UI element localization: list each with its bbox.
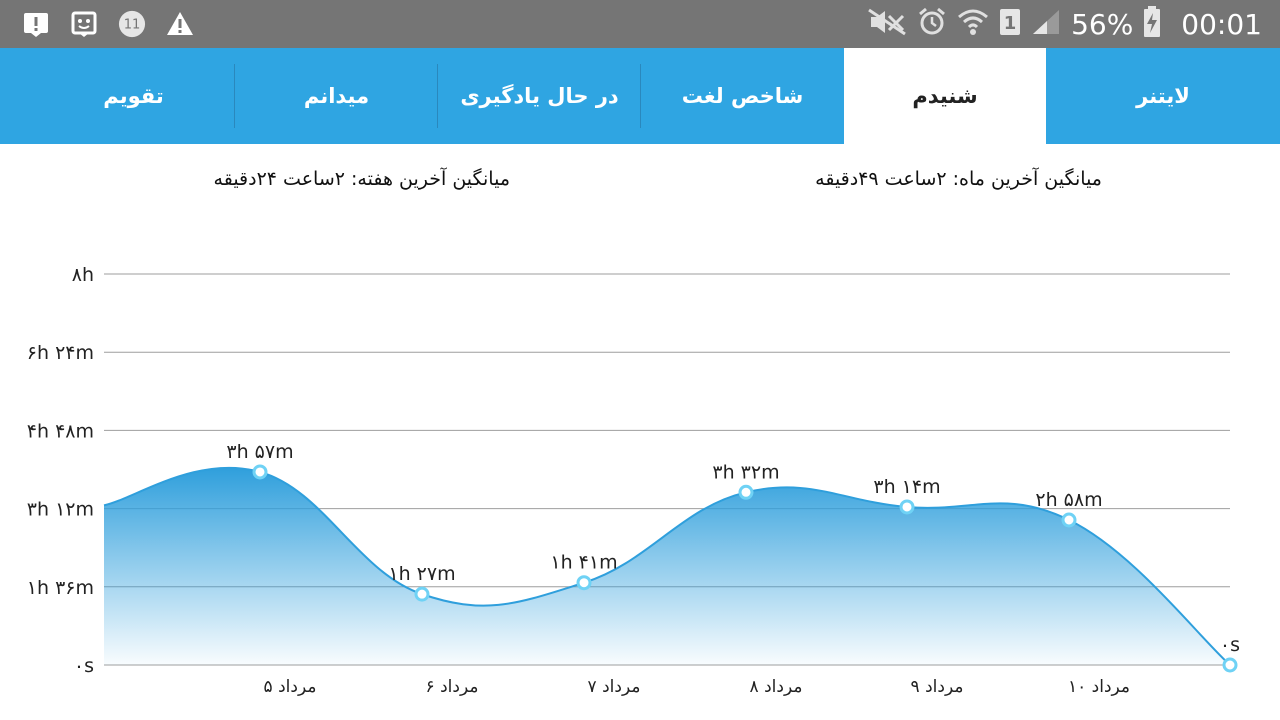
- data-point: [1061, 512, 1077, 528]
- x-tick-label: ۶ مرداد: [426, 677, 479, 697]
- alarm-icon: [917, 7, 947, 41]
- image-notification-icon: [70, 10, 98, 38]
- x-axis-ticks: ۵ مرداد ۶ مرداد ۷ مرداد ۸ مرداد ۹ مرداد ۱۰ مر…: [264, 677, 1130, 697]
- x-tick-label: ۷ مرداد: [588, 677, 641, 697]
- y-tick-label: ۱h ۳۶m: [27, 577, 94, 599]
- tab-heard[interactable]: شنیدم: [844, 48, 1046, 144]
- data-point: [576, 575, 592, 591]
- mute-icon: [867, 8, 907, 40]
- tab-calendar[interactable]: تقویم: [103, 84, 164, 108]
- data-label: ۳h ۳۲m: [712, 461, 779, 483]
- notification-count-icon: 11: [118, 10, 146, 38]
- tab-leitner[interactable]: لایتنر: [1136, 84, 1190, 108]
- y-tick-label: ۶h ۲۴m: [27, 342, 94, 364]
- y-axis-ticks: ۰s ۱h ۳۶m ۳h ۱۲m ۴h ۴۸m ۶h ۲۴m ۸h: [27, 264, 94, 677]
- status-bar-right: 1 56% 00:01: [867, 0, 1262, 48]
- tab-divider: [234, 64, 235, 128]
- svg-text:11: 11: [124, 18, 141, 33]
- data-point: [899, 499, 915, 515]
- y-tick-label: ۰s: [74, 655, 94, 677]
- y-tick-label: ۴h ۴۸m: [27, 420, 94, 442]
- clock: 00:01: [1181, 7, 1262, 41]
- tab-divider: [640, 64, 641, 128]
- status-bar: 11 1 56% 00:01: [0, 0, 1280, 48]
- sim-slot-icon: 1: [999, 7, 1021, 41]
- tab-learning[interactable]: در حال یادگیری: [460, 84, 619, 108]
- data-label: ۲h ۵۸m: [1035, 489, 1102, 511]
- svg-text:1: 1: [1004, 13, 1017, 34]
- x-tick-label: ۹ مرداد: [911, 677, 964, 697]
- data-label: ۳h ۵۷m: [226, 441, 293, 463]
- warning-icon: [166, 10, 194, 38]
- week-average: میانگین آخرین هفته: ۲ساعت ۲۴دقیقه: [213, 168, 510, 190]
- download-alert-icon: [22, 10, 50, 38]
- month-average: میانگین آخرین ماه: ۲ساعت ۴۹دقیقه: [815, 168, 1102, 190]
- data-label: ۱h ۲۷m: [388, 563, 455, 585]
- tab-divider: [437, 64, 438, 128]
- x-tick-label: ۱۰ مرداد: [1068, 677, 1130, 697]
- battery-percentage: 56%: [1071, 7, 1134, 41]
- data-point: [738, 484, 754, 500]
- data-labels: ۳h ۵۷m ۱h ۲۷m ۱h ۴۱m ۳h ۳۲m ۳h ۱۴m ۲h ۵۸m ۰s: [226, 441, 1240, 656]
- data-point: [414, 586, 430, 602]
- data-label: ۰s: [1220, 634, 1240, 656]
- y-tick-label: ۳h ۱۲m: [27, 499, 94, 521]
- signal-icon: [1031, 8, 1061, 40]
- data-point: [252, 464, 268, 480]
- data-label: ۳h ۱۴m: [873, 476, 940, 498]
- tab-bar: لایتنر شنیدم شاخص لغت در حال یادگیری مید…: [0, 48, 1280, 144]
- x-tick-label: ۸ مرداد: [750, 677, 803, 697]
- area-fill: [104, 467, 1230, 665]
- y-tick-label: ۸h: [72, 264, 94, 286]
- tab-known[interactable]: میدانم: [303, 84, 370, 108]
- tab-word-index[interactable]: شاخص لغت: [681, 84, 804, 108]
- data-point: [1222, 657, 1238, 673]
- data-label: ۱h ۴۱m: [550, 552, 617, 574]
- wifi-icon: [957, 7, 989, 41]
- battery-charging-icon: [1143, 6, 1161, 42]
- series-line: [103, 466, 1231, 666]
- data-points: [252, 464, 1238, 673]
- x-tick-label: ۵ مرداد: [264, 677, 317, 697]
